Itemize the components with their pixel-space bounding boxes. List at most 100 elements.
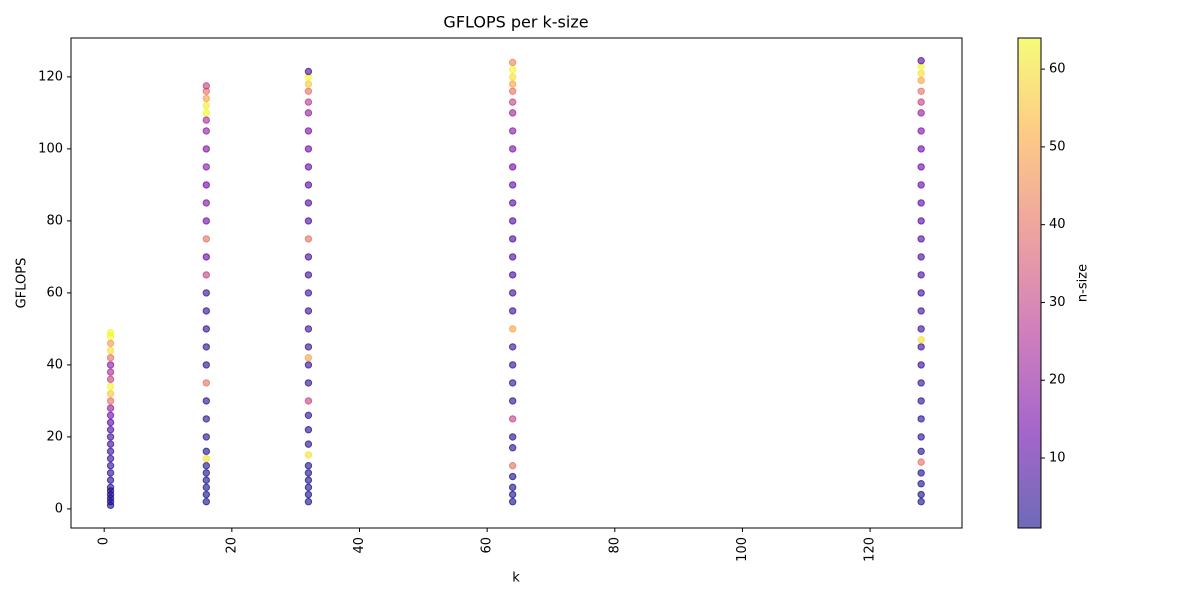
point: [304, 98, 313, 106]
point: [917, 87, 925, 95]
x-tick-label: 60: [480, 537, 495, 554]
point: [508, 87, 517, 95]
point: [106, 454, 115, 463]
point: [304, 253, 313, 261]
point: [304, 307, 313, 315]
point: [202, 433, 211, 441]
point: [106, 476, 115, 484]
point: [917, 447, 925, 456]
point: [508, 343, 517, 351]
point: [304, 235, 313, 243]
point: [917, 336, 925, 344]
point: [508, 271, 517, 279]
point: [508, 483, 517, 492]
point: [917, 498, 925, 506]
point: [917, 253, 925, 261]
point: [508, 415, 517, 423]
point: [106, 418, 115, 427]
point: [106, 411, 115, 420]
point: [202, 271, 211, 279]
point: [508, 181, 517, 189]
point: [202, 109, 211, 117]
point: [202, 181, 211, 189]
point: [917, 271, 925, 279]
point: [304, 127, 313, 135]
point: [304, 379, 313, 387]
point: [508, 73, 517, 81]
point: [304, 462, 313, 470]
point: [202, 483, 211, 492]
point: [202, 325, 211, 333]
point: [917, 325, 925, 333]
point: [508, 462, 517, 470]
point: [106, 328, 115, 337]
point: [917, 109, 925, 117]
point: [202, 454, 211, 463]
point: [304, 181, 313, 189]
point: [917, 145, 925, 153]
point: [304, 397, 313, 405]
point: [202, 289, 211, 297]
point: [917, 98, 925, 106]
point: [304, 343, 313, 351]
point: [508, 433, 517, 441]
plot-frame: [70, 37, 963, 529]
point: [304, 80, 313, 88]
y-tick-label: 80: [46, 213, 63, 228]
point: [202, 343, 211, 351]
point: [508, 235, 517, 243]
point: [917, 163, 925, 171]
point: [106, 469, 115, 477]
colorbar-tick-label: 30: [1049, 295, 1066, 310]
point: [304, 145, 313, 153]
point: [304, 451, 313, 459]
point: [917, 458, 925, 466]
point: [508, 58, 517, 67]
colorbar-tick-label: 10: [1049, 451, 1066, 466]
point: [304, 67, 313, 76]
x-tick-label: 20: [224, 537, 239, 554]
point: [304, 361, 313, 369]
point: [917, 307, 925, 315]
x-tick-label: 120: [863, 537, 878, 562]
point: [202, 490, 211, 499]
x-tick-label: 0: [97, 537, 112, 545]
point: [304, 199, 313, 207]
point: [202, 397, 211, 405]
point: [508, 109, 517, 117]
point: [917, 127, 925, 135]
point: [106, 462, 115, 470]
point: [304, 469, 313, 477]
point: [508, 253, 517, 261]
point: [917, 433, 925, 441]
y-tick-label: 120: [38, 69, 63, 84]
point: [106, 346, 115, 355]
point: [508, 379, 517, 387]
x-tick-label: 40: [352, 537, 367, 554]
point: [508, 163, 517, 171]
y-tick-label: 40: [46, 357, 63, 372]
point: [917, 217, 925, 225]
point: [917, 397, 925, 405]
point: [304, 109, 313, 117]
point: [508, 361, 517, 369]
point: [917, 480, 925, 488]
point: [508, 217, 517, 225]
point: [106, 433, 115, 441]
point: [202, 217, 211, 225]
y-tick-label: 0: [55, 501, 63, 516]
point: [508, 325, 517, 333]
point: [304, 325, 313, 333]
point: [917, 490, 925, 499]
point: [917, 199, 925, 207]
point: [202, 462, 211, 470]
point: [106, 375, 115, 384]
point: [202, 469, 211, 477]
point: [304, 271, 313, 279]
point: [917, 415, 925, 423]
point: [508, 80, 517, 88]
point: [304, 440, 313, 448]
y-tick-label: 60: [46, 285, 63, 300]
point: [304, 476, 313, 484]
point: [202, 94, 211, 103]
